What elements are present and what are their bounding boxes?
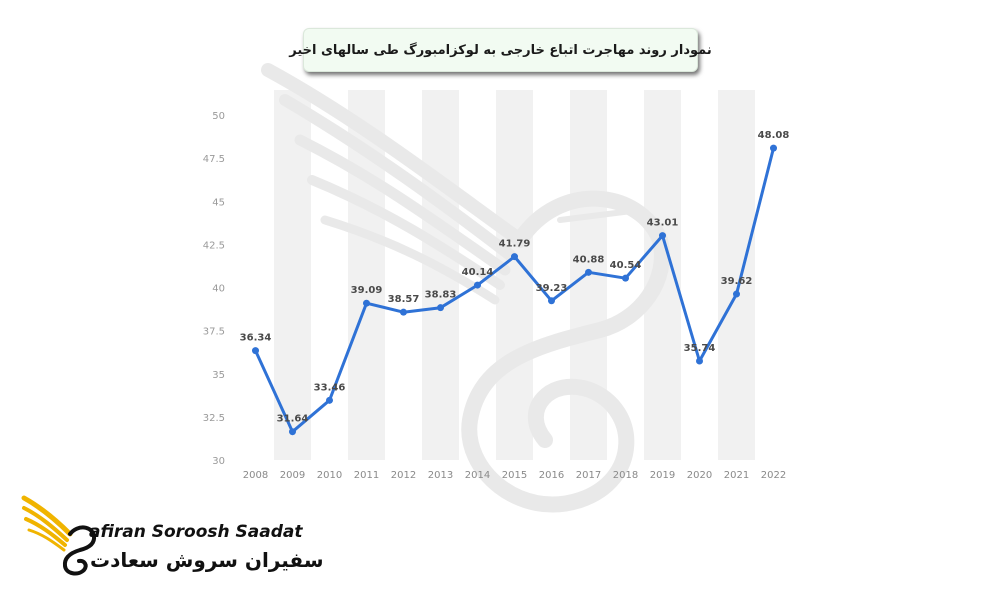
background-bands: [274, 90, 755, 460]
x-axis-ticks: 2008 2009 2010 2011 2012 2013 2014 2015 2016 2017…: [243, 470, 786, 481]
brand-name-english: afiran Soroosh Saadat: [89, 522, 303, 542]
brand-name-persian: سفیران سروش سعادت: [90, 548, 324, 572]
data-point-2020: [696, 357, 703, 365]
x-tick-label: 2012: [391, 470, 416, 481]
x-tick-label: 2010: [317, 470, 342, 481]
x-tick-label: 2008: [243, 470, 268, 481]
band-2021: [718, 90, 755, 460]
y-tick-label: 37.5: [203, 327, 225, 338]
x-tick-label: 2021: [724, 470, 749, 481]
y-tick-label: 30: [212, 456, 225, 467]
data-label-2014: 40.14: [462, 267, 494, 278]
x-tick-label: 2016: [539, 470, 564, 481]
data-point-2018: [622, 274, 629, 282]
data-label-2010: 33.46: [314, 382, 346, 393]
data-label-2021: 39.62: [721, 276, 753, 287]
data-point-2013: [437, 304, 444, 312]
y-tick-label: 40: [212, 284, 225, 295]
data-label-2017: 40.88: [573, 254, 605, 265]
y-tick-label: 47.5: [203, 154, 225, 165]
data-point-2012: [400, 308, 407, 316]
data-label-2008: 36.34: [240, 333, 272, 344]
data-point-2009: [289, 428, 296, 436]
data-points: [252, 144, 777, 436]
data-label-2019: 43.01: [647, 218, 679, 229]
data-label-2013: 38.83: [425, 290, 457, 301]
data-point-2011: [363, 299, 370, 307]
x-tick-label: 2014: [465, 470, 490, 481]
data-label-2016: 39.23: [536, 283, 568, 294]
band-2009: [274, 90, 311, 460]
data-label-2020: 35.74: [684, 343, 716, 354]
x-tick-label: 2013: [428, 470, 453, 481]
data-point-2021: [733, 290, 740, 298]
data-point-2017: [585, 268, 592, 276]
y-tick-label: 35: [212, 370, 225, 381]
x-tick-label: 2011: [354, 470, 379, 481]
chart-title: نمودار روند مهاجرت اتباع خارجی به لوکزام…: [289, 42, 712, 58]
x-tick-label: 2022: [761, 470, 786, 481]
data-label-2009: 31.64: [277, 414, 309, 425]
data-point-2014: [474, 281, 481, 289]
x-tick-label: 2009: [280, 470, 305, 481]
data-label-2011: 39.09: [351, 285, 383, 296]
data-label-2018: 40.54: [610, 260, 642, 271]
data-point-2015: [511, 253, 518, 261]
y-tick-label: 32.5: [203, 413, 225, 424]
data-point-2016: [548, 297, 555, 305]
brand-logo: afiran Soroosh Saadat سفیران سروش سعادت: [20, 488, 324, 588]
data-labels: 36.34 31.64 33.46 39.09 38.57 38.83 40.14 41.79…: [240, 130, 790, 425]
x-tick-label: 2018: [613, 470, 638, 481]
data-point-2019: [659, 232, 666, 240]
y-tick-label: 42.5: [203, 240, 225, 251]
x-tick-label: 2020: [687, 470, 712, 481]
watermark-logo: [261, 63, 670, 513]
bird-logo-icon: [21, 495, 97, 576]
data-point-2008: [252, 347, 259, 355]
x-tick-label: 2019: [650, 470, 675, 481]
x-tick-label: 2015: [502, 470, 527, 481]
y-axis-ticks: 30 32.5 35 37.5 40 42.5 45 47.5 50: [203, 111, 225, 467]
x-tick-label: 2017: [576, 470, 601, 481]
y-tick-label: 45: [212, 197, 225, 208]
data-label-2012: 38.57: [388, 294, 420, 305]
data-label-2015: 41.79: [499, 239, 531, 250]
data-label-2022: 48.08: [758, 130, 790, 141]
data-point-2010: [326, 396, 333, 404]
chart-title-box: نمودار روند مهاجرت اتباع خارجی به لوکزام…: [289, 28, 712, 72]
band-2015: [496, 90, 533, 460]
y-tick-label: 50: [212, 111, 225, 122]
data-point-2022: [770, 144, 777, 152]
